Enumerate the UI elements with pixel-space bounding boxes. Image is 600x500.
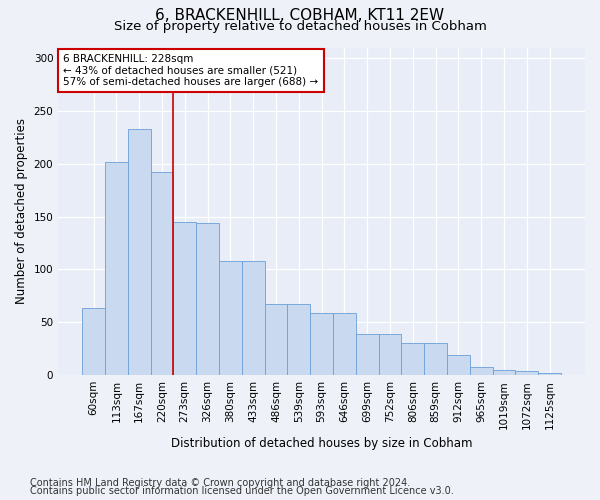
- Bar: [538, 373, 561, 375]
- Bar: [173, 222, 196, 375]
- Bar: [310, 312, 333, 375]
- X-axis label: Distribution of detached houses by size in Cobham: Distribution of detached houses by size …: [171, 437, 472, 450]
- Bar: [379, 334, 401, 375]
- Bar: [515, 371, 538, 375]
- Text: Contains HM Land Registry data © Crown copyright and database right 2024.: Contains HM Land Registry data © Crown c…: [30, 478, 410, 488]
- Bar: [401, 344, 424, 375]
- Text: 6, BRACKENHILL, COBHAM, KT11 2EW: 6, BRACKENHILL, COBHAM, KT11 2EW: [155, 8, 445, 22]
- Bar: [105, 162, 128, 375]
- Text: Contains public sector information licensed under the Open Government Licence v3: Contains public sector information licen…: [30, 486, 454, 496]
- Bar: [470, 366, 493, 375]
- Bar: [333, 312, 356, 375]
- Text: Size of property relative to detached houses in Cobham: Size of property relative to detached ho…: [113, 20, 487, 33]
- Bar: [493, 370, 515, 375]
- Bar: [196, 223, 219, 375]
- Bar: [287, 304, 310, 375]
- Bar: [447, 355, 470, 375]
- Y-axis label: Number of detached properties: Number of detached properties: [15, 118, 28, 304]
- Bar: [151, 172, 173, 375]
- Text: 6 BRACKENHILL: 228sqm
← 43% of detached houses are smaller (521)
57% of semi-det: 6 BRACKENHILL: 228sqm ← 43% of detached …: [64, 54, 319, 88]
- Bar: [356, 334, 379, 375]
- Bar: [242, 261, 265, 375]
- Bar: [219, 261, 242, 375]
- Bar: [265, 304, 287, 375]
- Bar: [424, 344, 447, 375]
- Bar: [82, 308, 105, 375]
- Bar: [128, 129, 151, 375]
